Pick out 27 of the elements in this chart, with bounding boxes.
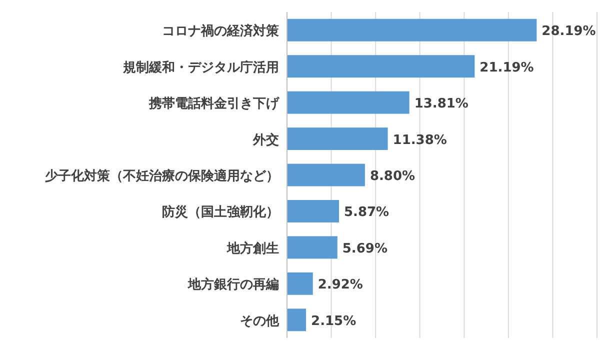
y-tick-label: その他 bbox=[240, 314, 280, 329]
data-label: 11.38% bbox=[392, 132, 447, 148]
data-label: 5.87% bbox=[344, 205, 390, 220]
y-tick-label: 地方銀行の再編 bbox=[187, 276, 279, 293]
data-label: 8.80% bbox=[370, 169, 416, 184]
y-tick-label: 外交 bbox=[252, 132, 279, 148]
y-tick-label: 携帯電話料金引き下げ bbox=[148, 96, 280, 112]
y-tick-label: 地方創生 bbox=[226, 240, 279, 256]
bar bbox=[287, 128, 388, 150]
y-tick-label: 少子化対策（不妊治療の保険適用など） bbox=[44, 168, 279, 184]
bar bbox=[287, 236, 338, 259]
bar bbox=[287, 200, 339, 222]
bar bbox=[287, 164, 365, 186]
data-label: 13.81% bbox=[414, 96, 468, 112]
bar bbox=[287, 91, 410, 114]
y-tick-label: 規制緩和・デジタル庁活用 bbox=[122, 59, 279, 76]
bar bbox=[287, 55, 475, 78]
data-label: 28.19% bbox=[542, 24, 596, 40]
bar bbox=[287, 18, 537, 42]
bar bbox=[287, 272, 313, 295]
data-label: 5.69% bbox=[342, 241, 388, 256]
data-label: 2.15% bbox=[311, 314, 356, 329]
y-tick-label: コロナ禍の経済対策 bbox=[162, 23, 280, 40]
data-label: 21.19% bbox=[480, 60, 534, 76]
data-label: 2.92% bbox=[318, 278, 363, 293]
bar bbox=[287, 308, 306, 332]
y-tick-label: 防災（国土強靭化） bbox=[162, 204, 279, 220]
